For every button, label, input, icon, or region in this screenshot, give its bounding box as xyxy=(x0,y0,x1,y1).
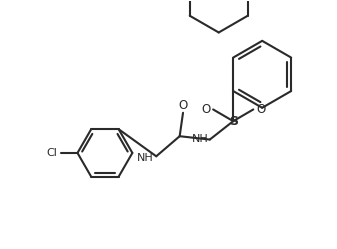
Text: NH: NH xyxy=(137,153,154,163)
Text: O: O xyxy=(201,103,210,116)
Text: S: S xyxy=(229,115,238,128)
Text: O: O xyxy=(256,103,265,116)
Text: O: O xyxy=(178,99,188,112)
Text: NH: NH xyxy=(192,134,209,144)
Text: Cl: Cl xyxy=(46,148,57,158)
